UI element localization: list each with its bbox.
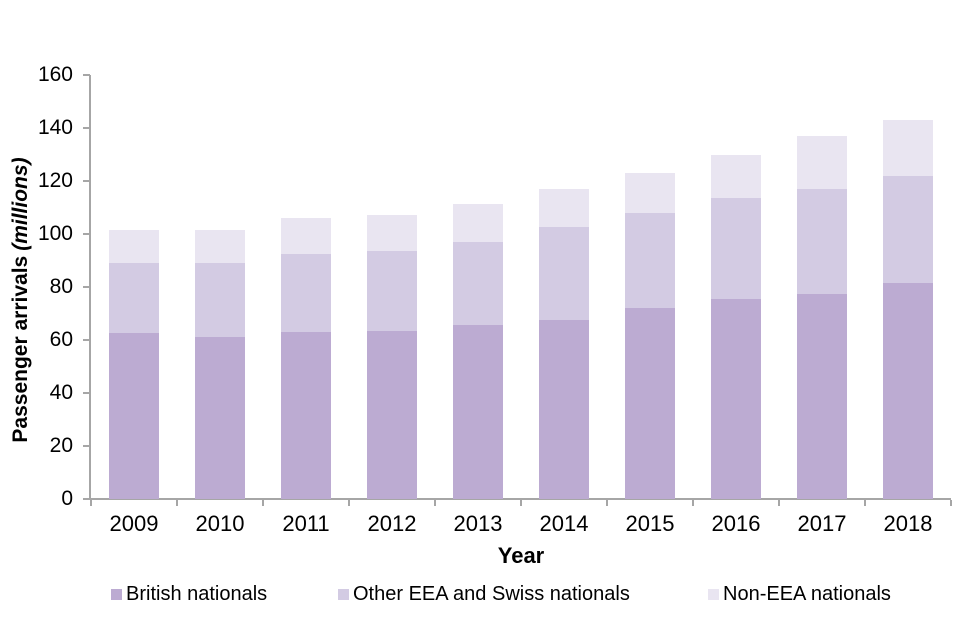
x-axis-tick — [262, 500, 264, 506]
y-axis-tick — [83, 339, 90, 341]
y-axis-tick — [83, 180, 90, 182]
y-axis-tick-label: 80 — [49, 275, 73, 298]
x-category-label: 2013 — [453, 511, 503, 536]
bar-segment-non-eea-nationals — [883, 120, 933, 176]
y-axis-tick-label: 60 — [49, 328, 73, 351]
x-category-label: 2012 — [367, 511, 417, 536]
y-axis-tick — [83, 74, 90, 76]
legend-item: Non-EEA nationals — [708, 583, 891, 605]
legend-swatch — [708, 588, 719, 600]
bar-segment-british-nationals — [883, 283, 933, 499]
bar-segment-other-eea-and-swiss-nationals — [195, 263, 245, 338]
bar-segment-other-eea-and-swiss-nationals — [711, 198, 761, 299]
bar-segment-non-eea-nationals — [195, 230, 245, 264]
x-axis-tick — [778, 500, 780, 506]
x-axis-tick — [90, 500, 92, 506]
legend-item: Other EEA and Swiss nationals — [338, 583, 630, 605]
y-axis-line — [89, 75, 91, 500]
x-axis-tick — [520, 500, 522, 506]
y-axis-tick-label: 160 — [37, 63, 73, 86]
y-axis-tick — [83, 498, 90, 500]
x-category-label: 2016 — [711, 511, 761, 536]
x-category-label: 2017 — [797, 511, 847, 536]
bar-segment-other-eea-and-swiss-nationals — [625, 212, 675, 309]
bar-segment-other-eea-and-swiss-nationals — [281, 253, 331, 333]
x-category-label: 2011 — [282, 511, 330, 536]
bar-segment-non-eea-nationals — [109, 230, 159, 264]
x-category-label: 2015 — [625, 511, 675, 536]
legend-label: British nationals — [126, 583, 268, 605]
bar-segment-british-nationals — [453, 325, 503, 499]
bar-segment-other-eea-and-swiss-nationals — [539, 227, 589, 321]
bar-segment-other-eea-and-swiss-nationals — [109, 263, 159, 334]
bar-segment-british-nationals — [195, 337, 245, 499]
x-axis-tick — [434, 500, 436, 506]
y-axis-tick-label: 140 — [37, 116, 73, 139]
x-category-label: 2018 — [883, 511, 933, 536]
y-axis-tick — [83, 445, 90, 447]
x-category-label: 2010 — [195, 511, 245, 536]
y-axis-tick-label: 40 — [49, 381, 73, 404]
y-axis-tick — [83, 233, 90, 235]
y-axis-tick — [83, 286, 90, 288]
x-axis-tick — [348, 500, 350, 506]
x-axis-line — [89, 498, 951, 500]
x-axis-tick — [606, 500, 608, 506]
y-axis-tick-label: 100 — [37, 222, 73, 245]
y-axis-tick — [83, 127, 90, 129]
y-axis-tick — [83, 392, 90, 394]
bar-segment-non-eea-nationals — [625, 173, 675, 213]
bar-segment-other-eea-and-swiss-nationals — [367, 251, 417, 331]
y-axis-tick-label: 0 — [61, 487, 73, 510]
x-category-label: 2014 — [539, 511, 589, 536]
bar-segment-other-eea-and-swiss-nationals — [453, 241, 503, 326]
x-axis-tick — [950, 500, 952, 506]
legend-swatch — [111, 588, 122, 600]
y-axis-tick-label: 20 — [49, 434, 73, 457]
y-axis-tick-label: 120 — [37, 169, 73, 192]
legend-label: Non-EEA nationals — [723, 583, 891, 605]
x-axis-title: Year — [497, 543, 545, 568]
bar-segment-british-nationals — [797, 293, 847, 499]
bar-segment-british-nationals — [539, 320, 589, 499]
bar-segment-british-nationals — [367, 330, 417, 499]
bar-segment-british-nationals — [109, 333, 159, 499]
bar-segment-non-eea-nationals — [539, 188, 589, 228]
x-axis-tick — [692, 500, 694, 506]
legend-label: Other EEA and Swiss nationals — [353, 583, 630, 605]
bar-segment-other-eea-and-swiss-nationals — [797, 188, 847, 294]
legend-swatch — [338, 588, 349, 600]
bar-segment-british-nationals — [625, 308, 675, 499]
bar-segment-non-eea-nationals — [453, 203, 503, 242]
bar-segment-non-eea-nationals — [281, 218, 331, 254]
legend-item: British nationals — [111, 583, 267, 605]
bar-segment-british-nationals — [711, 298, 761, 499]
bar-segment-non-eea-nationals — [367, 215, 417, 252]
bar-segment-non-eea-nationals — [797, 135, 847, 189]
bar-segment-non-eea-nationals — [711, 154, 761, 199]
x-axis-tick — [176, 500, 178, 506]
x-category-label: 2009 — [109, 511, 159, 536]
bar-segment-other-eea-and-swiss-nationals — [883, 175, 933, 283]
x-axis-tick — [864, 500, 866, 506]
bar-segment-british-nationals — [281, 332, 331, 499]
